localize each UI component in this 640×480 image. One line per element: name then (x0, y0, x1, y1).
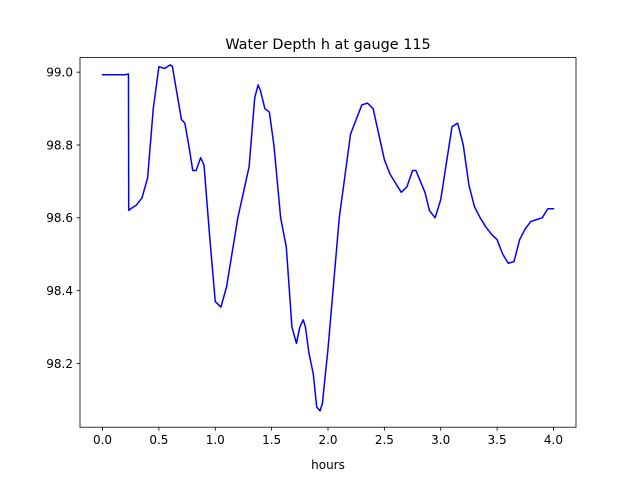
x-axis-label: hours (311, 458, 345, 472)
y-axis: 98.2 98.4 98.6 98.8 99.0 (46, 65, 80, 371)
y-tick-label: 98.8 (46, 138, 73, 152)
x-tick-label: 4.0 (544, 433, 563, 447)
x-tick-label: 1.0 (206, 433, 225, 447)
x-tick-label: 2.0 (318, 433, 337, 447)
x-tick-label: 1.5 (262, 433, 281, 447)
y-tick-label: 99.0 (46, 65, 73, 79)
y-tick-label: 98.2 (46, 357, 73, 371)
x-tick-label: 2.5 (375, 433, 394, 447)
x-axis: 0.0 0.5 1.0 1.5 2.0 2.5 3.0 3.5 4.0 (93, 427, 563, 447)
x-tick-label: 3.0 (431, 433, 450, 447)
chart-title: Water Depth h at gauge 115 (225, 37, 430, 53)
series-line-1 (101, 64, 555, 412)
x-tick-label: 0.5 (149, 433, 168, 447)
y-tick-label: 98.6 (46, 211, 73, 225)
x-tick-label: 0.0 (93, 433, 112, 447)
x-tick-label: 3.5 (488, 433, 507, 447)
y-tick-label: 98.4 (46, 284, 73, 298)
